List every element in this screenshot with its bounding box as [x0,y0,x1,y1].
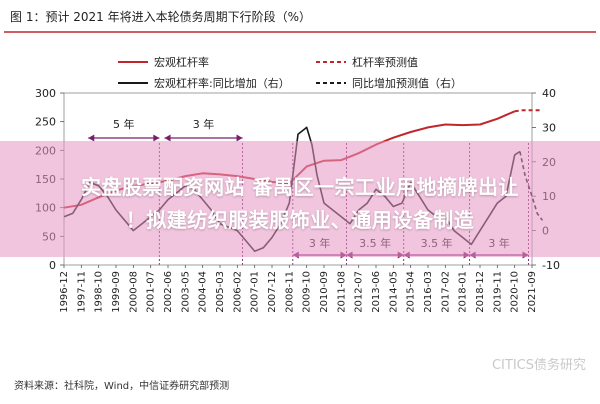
x-tick-label: 2016-03 [423,271,434,313]
x-tick-label: 2015-04 [406,271,417,313]
x-tick-label: 2018-01 [458,271,469,313]
overlay-banner [0,141,600,257]
y-left-tick-label: 250 [35,116,56,129]
x-tick-label: 2013-06 [371,271,382,313]
y-left-tick-label: 0 [49,259,56,272]
x-tick-label: 1997-11 [76,271,87,313]
x-tick-label: 2005-03 [215,271,226,313]
x-tick-label: 2009-10 [302,271,313,313]
y-right-tick-label: 40 [542,87,556,100]
x-tick-label: 1999-09 [111,271,122,313]
legend-label: 同比增加预测值（右） [352,76,462,90]
x-tick-label: 2003-05 [180,271,191,313]
x-tick-label: 2021-09 [527,271,538,313]
x-tick-label: 2007-01 [250,271,261,313]
x-tick-label: 2000-08 [128,271,139,313]
x-tick-label: 2002-06 [163,271,174,313]
arrow-head-right [236,134,243,142]
x-tick-label: 2020-10 [510,271,521,313]
x-tick-label: 2010-09 [319,271,330,313]
arrow-head-right [153,134,160,142]
source-note: 资料来源：社科院，Wind，中信证券研究部预测 [14,381,230,392]
x-tick-label: 2007-12 [267,271,278,313]
x-tick-label: 1998-10 [94,271,105,313]
x-tick-label: 2001-07 [146,271,157,313]
watermark-logo: CITICS债务研究 [491,358,586,373]
y-left-tick-label: 300 [35,87,56,100]
chart-title: 图 1：预计 2021 年将进入本轮债务周期下行阶段（%） [10,9,311,24]
arrow-head-left [164,134,171,142]
y-right-tick-label: 30 [542,121,556,134]
x-tick-label: 2014-05 [388,271,399,313]
arrow-head-left [88,134,95,142]
x-tick-label: 2018-12 [475,271,486,313]
overlay-headline-line-1: 实盘股票配资网站 番禺区一宗工业用地摘牌出让 [81,175,519,199]
x-tick-label: 1996-12 [59,271,70,313]
period-label: 5 年 [113,117,135,131]
x-tick-label: 2019-11 [492,271,503,313]
series-line [514,109,541,113]
legend-label: 宏观杠杆率 [154,55,209,69]
legend-label: 宏观杠杆率:同比增加（右） [154,76,290,90]
x-tick-label: 2008-11 [284,271,295,313]
x-tick-label: 2017-02 [440,271,451,313]
x-tick-label: 2011-08 [336,271,347,313]
overlay-headline-line-2: ！拟建纺织服装服饰业、通用设备制造 [125,208,475,232]
legend-label: 杠杆率预测值 [352,55,418,69]
x-tick-label: 2006-02 [232,271,243,313]
y-right-tick-label: -10 [542,259,560,272]
period-label: 3 年 [193,117,215,131]
x-tick-label: 2004-04 [198,271,209,313]
x-tick-label: 2012-07 [354,271,365,313]
